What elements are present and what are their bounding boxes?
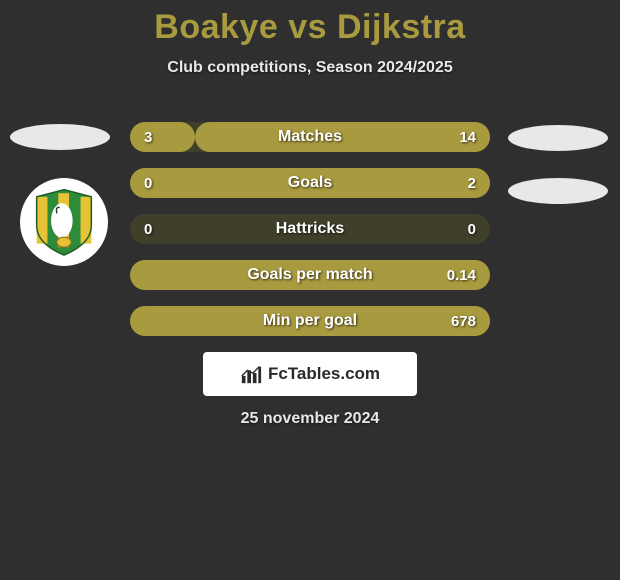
stat-value-left: 0 — [144, 221, 152, 238]
stat-value-left: 0 — [144, 175, 152, 192]
stat-value-right: 678 — [451, 313, 476, 330]
stat-row: Goals per match0.14 — [130, 260, 490, 290]
stat-label: Goals per match — [130, 266, 490, 284]
stat-value-right: 0 — [468, 221, 476, 238]
fctables-label: FcTables.com — [268, 364, 380, 384]
stat-label: Goals — [130, 174, 490, 192]
player-badge-right-top — [508, 125, 608, 151]
bar-chart-icon — [240, 363, 262, 385]
stat-row: Goals0 2 — [130, 168, 490, 198]
stat-label: Hattricks — [130, 220, 490, 238]
stat-value-right: 2 — [468, 175, 476, 192]
stat-row: Matches3 14 — [130, 122, 490, 152]
stat-label: Matches — [130, 128, 490, 146]
stats-container: Matches314Goals02Hattricks00Goals per ma… — [130, 122, 490, 352]
club-shield-icon — [28, 186, 100, 258]
stat-bar: Matches3 14 — [130, 122, 490, 152]
stat-row: Min per goal678 — [130, 306, 490, 336]
club-logo-left — [20, 178, 108, 266]
comparison-subtitle: Club competitions, Season 2024/2025 — [0, 59, 620, 77]
fctables-badge[interactable]: FcTables.com — [203, 352, 417, 396]
stat-bar: Min per goal678 — [130, 306, 490, 336]
comparison-date: 25 november 2024 — [0, 410, 620, 428]
stat-value-right: 0.14 — [447, 267, 476, 284]
stat-row: Hattricks0 0 — [130, 214, 490, 244]
stat-bar: Goals0 2 — [130, 168, 490, 198]
comparison-title: Boakye vs Dijkstra — [0, 8, 620, 47]
player-badge-left — [10, 124, 110, 150]
player-badge-right-bottom — [508, 178, 608, 204]
stat-value-right: 14 — [459, 129, 476, 146]
stat-value-left: 3 — [144, 129, 152, 146]
stat-label: Min per goal — [130, 312, 490, 330]
stat-bar: Goals per match0.14 — [130, 260, 490, 290]
stat-bar: Hattricks0 0 — [130, 214, 490, 244]
